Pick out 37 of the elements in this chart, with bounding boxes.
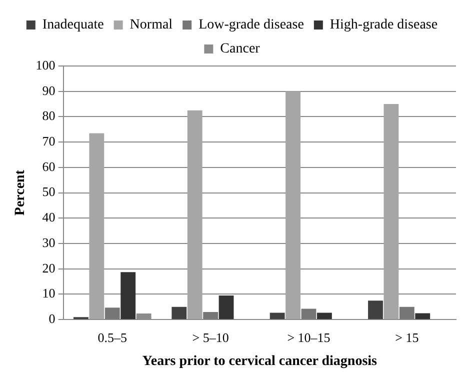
y-tick-label: 20 — [42, 260, 56, 276]
bar — [203, 312, 218, 320]
x-tick-label: 0.5–5 — [98, 330, 128, 345]
x-tick-label: > 15 — [395, 330, 419, 345]
bar — [368, 300, 383, 320]
bar — [172, 306, 187, 320]
x-axis-title: Years prior to cervical cancer diagnosis — [142, 354, 378, 370]
bar — [415, 313, 430, 320]
y-tick-label: 0 — [48, 311, 56, 326]
y-tick-label: 80 — [42, 108, 56, 124]
y-tick-label: 50 — [42, 184, 56, 200]
bar — [218, 296, 234, 320]
y-tick-label: 30 — [42, 234, 56, 250]
bar — [187, 110, 202, 320]
y-tick-label: 60 — [42, 158, 56, 174]
x-tick-label: > 5–10 — [192, 330, 229, 345]
bar — [89, 133, 104, 320]
bar — [399, 306, 414, 320]
legend-label: High-grade disease — [330, 18, 438, 33]
bar — [270, 312, 285, 320]
y-tick-label: 40 — [42, 210, 56, 225]
y-tick-label: 100 — [36, 57, 56, 72]
bar — [301, 308, 316, 320]
legend-label: Low-grade disease — [198, 18, 304, 33]
bar — [316, 312, 332, 320]
x-tick-label: > 10–15 — [287, 330, 330, 345]
bar — [104, 308, 120, 320]
legend-label: Inadequate — [42, 18, 104, 33]
bar — [286, 91, 300, 320]
bar — [120, 272, 136, 320]
bar — [384, 104, 399, 320]
y-tick-label: 10 — [42, 286, 56, 301]
legend-label: Cancer — [220, 42, 260, 57]
y-axis-title: Percent — [13, 170, 28, 216]
y-tick-label: 70 — [42, 134, 56, 148]
y-tick-label: 90 — [42, 82, 56, 98]
legend-label: Normal — [130, 18, 173, 33]
